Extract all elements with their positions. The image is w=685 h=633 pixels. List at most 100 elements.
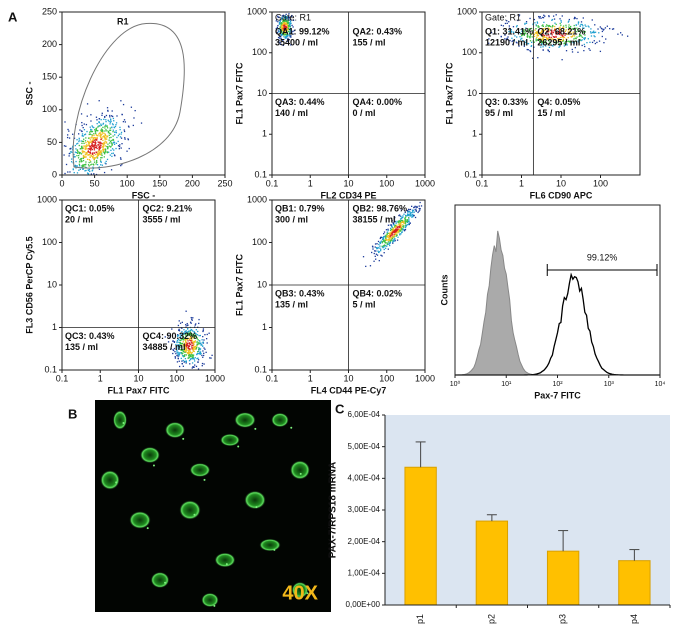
cell-spot bbox=[306, 592, 309, 595]
event-dot bbox=[105, 125, 107, 127]
quadrant-label: QC4: 90.32% bbox=[143, 331, 198, 341]
event-dot bbox=[566, 40, 568, 43]
y-axis-title: Counts bbox=[439, 275, 449, 306]
event-dot bbox=[591, 41, 594, 44]
event-dot bbox=[582, 31, 584, 33]
event-dot bbox=[71, 149, 74, 151]
y-tick-label: 50 bbox=[47, 137, 57, 147]
event-dot bbox=[102, 149, 104, 151]
event-dot bbox=[191, 337, 193, 339]
event-dot bbox=[404, 220, 406, 222]
event-dot bbox=[184, 345, 186, 348]
event-dot bbox=[547, 31, 549, 33]
event-dot bbox=[94, 129, 96, 131]
event-dot bbox=[397, 236, 399, 238]
event-dot bbox=[392, 227, 394, 229]
event-dot bbox=[90, 161, 92, 163]
event-dot bbox=[113, 143, 116, 145]
event-dot bbox=[102, 150, 105, 152]
event-dot bbox=[83, 156, 85, 159]
event-dot bbox=[388, 235, 391, 238]
event-dot bbox=[537, 26, 539, 28]
event-dot bbox=[76, 165, 78, 167]
event-dot bbox=[382, 240, 384, 243]
cell bbox=[164, 421, 186, 439]
event-dot bbox=[91, 152, 93, 155]
event-dot bbox=[525, 22, 528, 24]
event-dot bbox=[395, 235, 397, 237]
event-dot bbox=[100, 157, 102, 159]
event-dot bbox=[93, 145, 95, 148]
event-dot bbox=[365, 265, 367, 268]
event-dot bbox=[382, 246, 384, 249]
event-dot bbox=[184, 339, 186, 341]
event-dot bbox=[182, 350, 184, 352]
event-dot bbox=[541, 28, 543, 30]
event-dot bbox=[568, 24, 570, 26]
event-dot bbox=[93, 173, 95, 175]
event-dot bbox=[106, 158, 109, 161]
event-dot bbox=[280, 22, 282, 24]
event-dot bbox=[191, 318, 193, 320]
event-dot bbox=[376, 254, 379, 256]
event-dot bbox=[566, 33, 568, 35]
event-dot bbox=[556, 41, 558, 43]
event-dot bbox=[177, 337, 179, 339]
event-dot bbox=[192, 330, 194, 332]
event-dot bbox=[106, 151, 109, 153]
event-dot bbox=[94, 143, 97, 145]
event-dot bbox=[572, 27, 575, 30]
event-dot bbox=[567, 33, 569, 35]
event-dot bbox=[200, 352, 202, 355]
event-dot bbox=[103, 156, 105, 158]
event-dot bbox=[399, 234, 401, 236]
y-tick-label: 0,00E+00 bbox=[346, 600, 381, 609]
event-dot bbox=[552, 25, 554, 28]
quadrant-count: 35400 / ml bbox=[275, 37, 318, 47]
quadrant-label: QC2: 9.21% bbox=[143, 203, 193, 213]
event-dot bbox=[186, 324, 188, 327]
event-dot bbox=[279, 43, 282, 46]
event-dot bbox=[391, 231, 394, 234]
event-dot bbox=[184, 334, 187, 336]
event-dot bbox=[180, 337, 182, 339]
event-dot bbox=[82, 159, 85, 162]
event-dot bbox=[561, 36, 563, 38]
event-dot bbox=[565, 29, 567, 31]
event-dot bbox=[552, 15, 555, 17]
event-dot bbox=[81, 140, 84, 142]
event-dot bbox=[118, 148, 120, 150]
y-tick-label: 1 bbox=[472, 129, 477, 139]
event-dot bbox=[558, 27, 560, 29]
event-dot bbox=[97, 150, 99, 153]
event-dot bbox=[377, 247, 379, 250]
x-tick-label: p3 bbox=[558, 614, 568, 624]
event-dot bbox=[524, 22, 526, 25]
quadrant-label: Q2: 68.21% bbox=[537, 26, 585, 36]
event-dot bbox=[560, 21, 562, 23]
event-dot bbox=[111, 123, 114, 125]
event-dot bbox=[103, 144, 105, 146]
event-dot bbox=[277, 28, 280, 30]
event-dot bbox=[555, 32, 557, 35]
event-dot bbox=[108, 134, 110, 136]
event-dot bbox=[177, 334, 180, 336]
event-dot bbox=[552, 39, 555, 41]
event-dot bbox=[541, 25, 543, 27]
event-dot bbox=[182, 336, 185, 338]
event-dot bbox=[184, 357, 187, 360]
x-tick-label: 100 bbox=[379, 178, 394, 188]
event-dot bbox=[559, 29, 561, 31]
event-dot bbox=[72, 168, 74, 170]
event-dot bbox=[554, 41, 556, 43]
event-dot bbox=[289, 18, 291, 21]
event-dot bbox=[199, 348, 202, 350]
event-dot bbox=[167, 341, 170, 343]
event-dot bbox=[507, 38, 509, 41]
quadrant-count: 20 / ml bbox=[65, 214, 93, 224]
event-dot bbox=[407, 208, 410, 211]
event-dot bbox=[400, 233, 402, 235]
event-dot bbox=[65, 163, 68, 166]
event-dot bbox=[557, 33, 559, 35]
event-dot bbox=[371, 245, 374, 247]
